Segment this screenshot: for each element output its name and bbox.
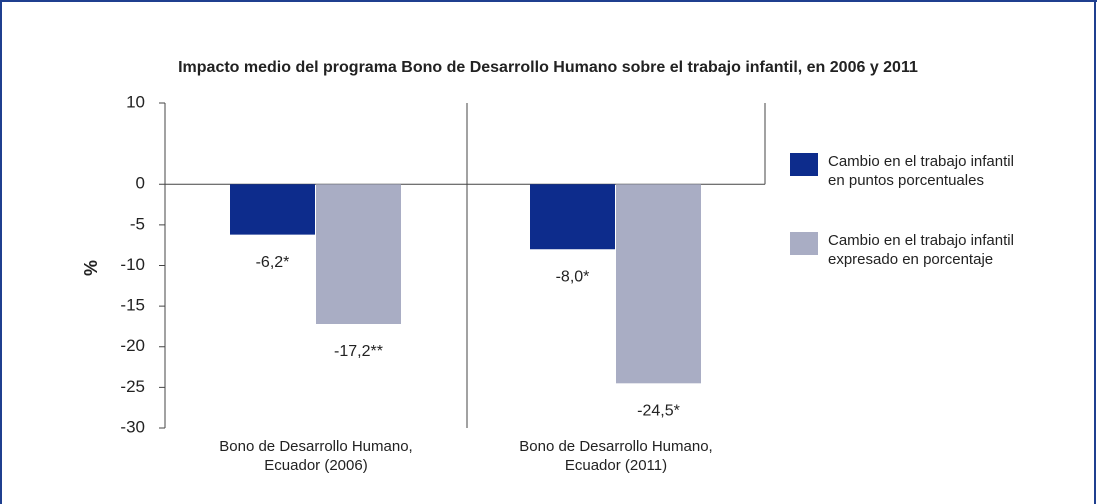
y-tick-label: -5 — [130, 214, 145, 233]
y-tick-label: 10 — [126, 92, 145, 111]
bar — [616, 184, 701, 384]
legend-label: Cambio en el trabajo infantil en puntos … — [828, 153, 1014, 189]
y-tick-label: -15 — [120, 296, 145, 315]
y-tick-label: -30 — [120, 417, 145, 436]
legend-swatch — [790, 232, 818, 255]
legend-label: Cambio en el trabajo infantil expresado … — [828, 232, 1014, 268]
y-tick-label: -25 — [120, 377, 145, 396]
data-label: -17,2** — [334, 343, 383, 360]
y-axis-label: % — [81, 260, 101, 276]
bar — [230, 184, 315, 235]
bar — [316, 184, 401, 324]
x-tick-label: Bono de Desarrollo Humano, Ecuador (2011… — [519, 438, 713, 474]
data-label: -24,5* — [637, 403, 680, 420]
bar — [530, 184, 615, 250]
y-tick-label: -20 — [120, 336, 145, 355]
y-tick-label: -10 — [120, 255, 145, 274]
x-tick-label: Bono de Desarrollo Humano, Ecuador (2006… — [219, 438, 413, 474]
y-tick-label: 0 — [136, 174, 145, 193]
chart-title: Impacto medio del programa Bono de Desar… — [178, 59, 918, 76]
legend-swatch — [790, 153, 818, 176]
data-label: -8,0* — [556, 268, 590, 285]
data-label: -6,2* — [256, 254, 290, 271]
